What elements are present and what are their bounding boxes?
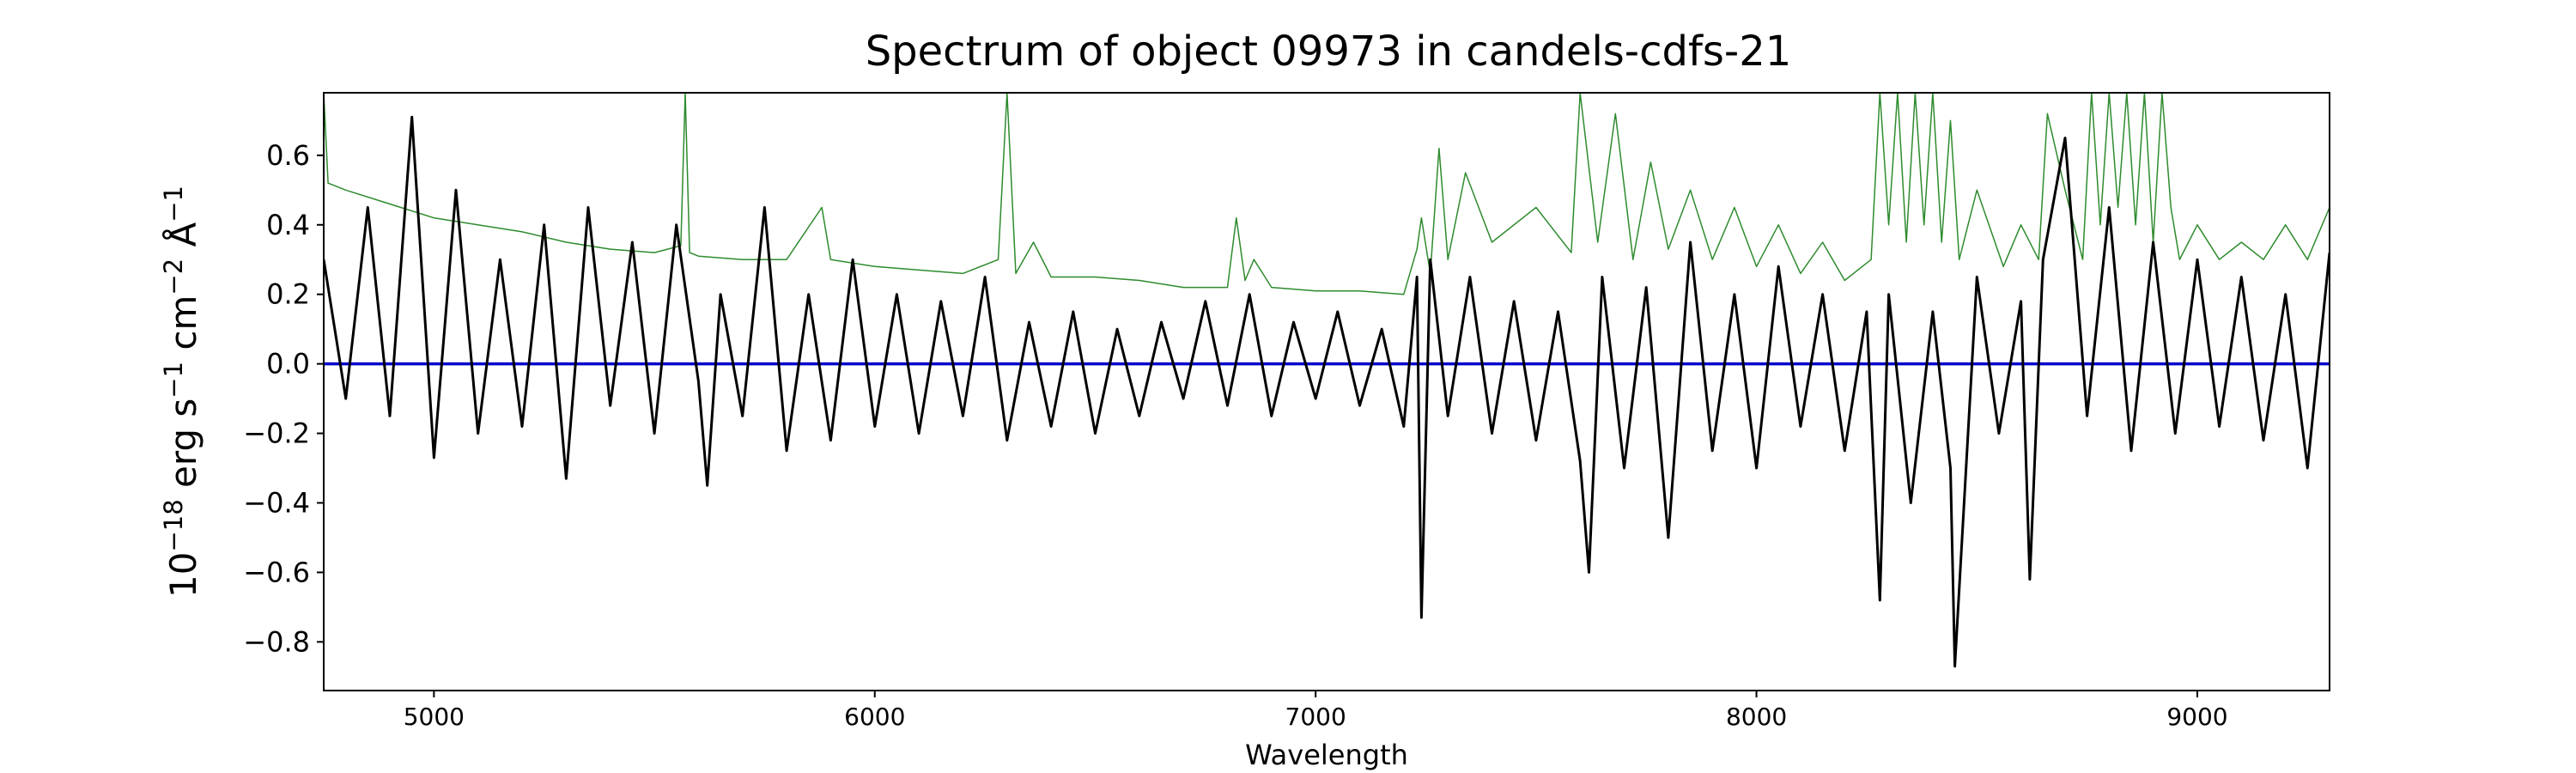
y-tick-label: 0.2 xyxy=(266,278,310,311)
x-tick-label: 6000 xyxy=(844,703,905,731)
y-tick-label: −0.2 xyxy=(243,417,310,450)
x-axis-label: Wavelength xyxy=(1245,739,1408,771)
x-tick-label: 7000 xyxy=(1285,703,1346,731)
y-tick-label: −0.4 xyxy=(243,486,310,519)
x-axis: 5000 6000 7000 8000 9000 xyxy=(404,691,2228,731)
y-axis-label: 10−18 erg s−1 cm−2 Å−1 xyxy=(159,186,204,598)
chart-title: Spectrum of object 09973 in candels-cdfs… xyxy=(866,27,1792,76)
noise-series-line xyxy=(324,93,2330,295)
y-tick-label: −0.6 xyxy=(243,556,310,588)
x-tick-label: 5000 xyxy=(404,703,465,731)
y-tick-label: −0.8 xyxy=(243,625,310,658)
y-tick-label: 0.4 xyxy=(266,209,310,241)
plot-frame xyxy=(323,92,2330,691)
flux-series-line xyxy=(324,115,2330,668)
x-tick-label: 9000 xyxy=(2166,703,2227,731)
y-tick-label: 0.0 xyxy=(266,348,310,380)
y-tick-label: 0.6 xyxy=(266,139,310,172)
x-tick-label: 8000 xyxy=(1726,703,1787,731)
y-axis: −0.8 −0.6 −0.4 −0.2 0.0 0.2 0.4 0.6 xyxy=(243,139,324,658)
series-layer xyxy=(324,93,2330,668)
